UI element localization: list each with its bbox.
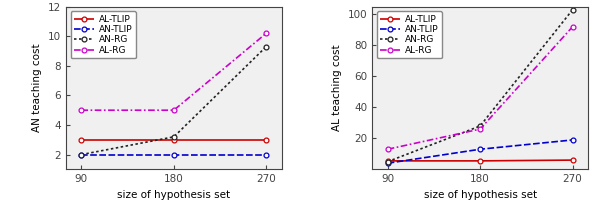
Y-axis label: AN teaching cost: AN teaching cost (32, 44, 43, 132)
Legend: AL-TLIP, AN-TLIP, AN-RG, AL-RG: AL-TLIP, AN-TLIP, AN-RG, AL-RG (71, 11, 136, 58)
X-axis label: size of hypothesis set: size of hypothesis set (117, 190, 230, 200)
Legend: AL-TLIP, AN-TLIP, AN-RG, AL-RG: AL-TLIP, AN-TLIP, AN-RG, AL-RG (377, 11, 442, 58)
Y-axis label: AL teaching cost: AL teaching cost (332, 45, 342, 131)
X-axis label: size of hypothesis set: size of hypothesis set (424, 190, 537, 200)
